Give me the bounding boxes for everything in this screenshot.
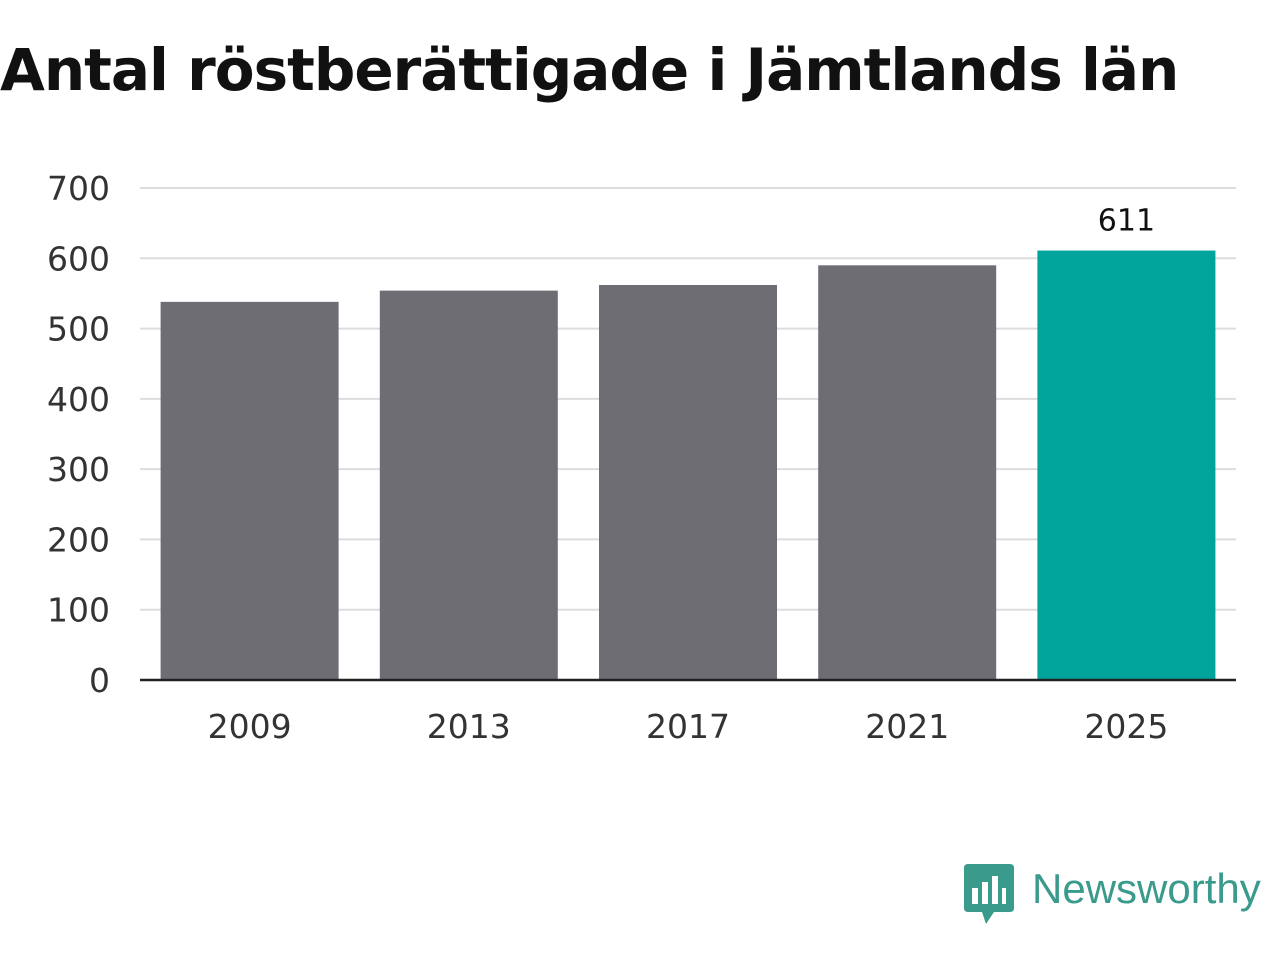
y-tick-label: 300 <box>47 450 110 489</box>
x-tick-label: 2009 <box>208 707 292 746</box>
y-tick-label: 600 <box>47 239 110 278</box>
y-tick-label: 0 <box>89 661 110 700</box>
bar-2013 <box>379 290 558 680</box>
y-axis-tick-labels: 0 100 200 300 400 500 600 700 <box>47 169 110 700</box>
bar-2021 <box>818 265 997 680</box>
newsworthy-logo-icon <box>964 864 1014 924</box>
data-label: 611 <box>1098 204 1155 239</box>
bar-2017 <box>599 284 777 680</box>
x-tick-label: 2021 <box>865 707 949 746</box>
x-tick-label: 2017 <box>646 707 730 746</box>
chart-title: Antal röstberättigade i Jämtlands län <box>0 36 1179 104</box>
y-tick-label: 200 <box>47 520 110 559</box>
y-tick-label: 500 <box>47 310 110 349</box>
x-tick-label: 2013 <box>427 707 511 746</box>
bars <box>160 250 1216 680</box>
brand-name: Newsworthy <box>1032 865 1261 912</box>
data-labels: 611 <box>1098 204 1155 239</box>
y-tick-label: 100 <box>47 591 110 630</box>
bar-2025 <box>1037 250 1216 680</box>
x-tick-label: 2025 <box>1084 707 1168 746</box>
newsworthy-brand: Newsworthy <box>964 864 1261 926</box>
x-axis-tick-labels: 2009 2013 2017 2021 2025 <box>208 707 1169 746</box>
y-tick-label: 400 <box>47 380 110 419</box>
bar-2009 <box>160 301 339 680</box>
y-tick-label: 700 <box>47 169 110 208</box>
